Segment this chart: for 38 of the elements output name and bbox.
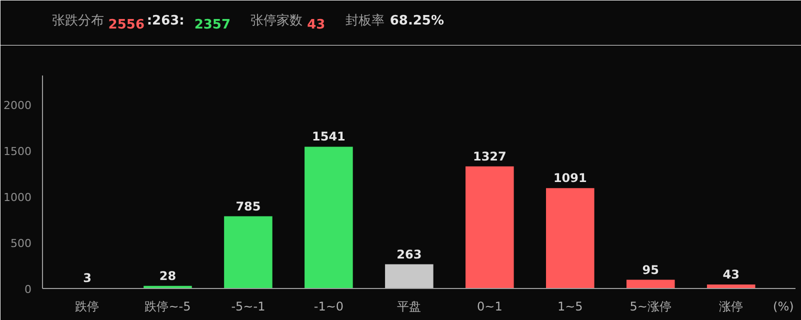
bar: [385, 264, 434, 288]
data-label: 263: [396, 247, 422, 262]
x-tick-label: 跌停~-5: [144, 300, 191, 314]
x-tick-label: 1~5: [557, 300, 583, 314]
text: 2556: [108, 18, 144, 32]
x-tick-label: 平盘: [397, 300, 422, 314]
x-tick-label: 5~涨停: [630, 300, 672, 314]
data-label: 785: [236, 199, 261, 214]
text: 张停家数: [250, 12, 303, 28]
y-tick-label: 0: [24, 283, 32, 296]
x-tick-label: 0~1: [477, 300, 502, 314]
x-tick-label: 跌停: [75, 300, 100, 314]
text: 68.25%: [390, 14, 444, 28]
x-tick-label: -5~-1: [231, 300, 266, 314]
data-label: 1327: [472, 149, 506, 164]
chart-title: 张跌分布: [52, 14, 104, 28]
bar: [466, 166, 514, 288]
data-label: 95: [642, 262, 659, 277]
x-tick-label: 涨停: [719, 300, 744, 314]
bar: [626, 280, 675, 288]
y-tick-label: 500: [10, 236, 32, 250]
data-label: 1091: [553, 171, 587, 186]
bar: [304, 146, 353, 288]
data-label: 3: [83, 271, 92, 286]
text: :263:: [146, 14, 184, 28]
text: 2357: [194, 18, 231, 32]
text: 封板率: [346, 12, 385, 28]
x-tick-label: -1~0: [314, 300, 344, 314]
bar: [546, 188, 594, 288]
x-axis-title: (%): [773, 300, 794, 314]
y-tick-label: 1500: [4, 144, 32, 158]
data-label: 43: [722, 268, 740, 282]
data-label: 1541: [312, 130, 346, 144]
y-tick-label: 2000: [4, 98, 32, 112]
text: 43: [307, 18, 326, 32]
y-tick-label: 1000: [4, 190, 32, 204]
bar: [224, 216, 272, 288]
data-label: 28: [159, 268, 176, 283]
